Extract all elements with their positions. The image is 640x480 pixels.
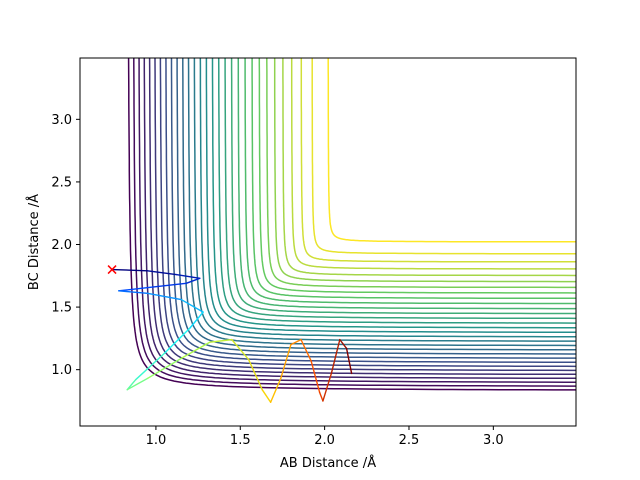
x-axis-label: AB Distance /Å bbox=[280, 455, 376, 471]
contour-line bbox=[237, 58, 576, 310]
trajectory-segment bbox=[185, 277, 201, 285]
contour-line bbox=[199, 58, 576, 338]
y-tick-label: 2.5 bbox=[51, 175, 72, 190]
contour-line bbox=[159, 58, 576, 368]
trajectory-segment bbox=[146, 270, 177, 276]
trajectory-segment bbox=[322, 372, 333, 402]
x-tick-label: 3.0 bbox=[483, 433, 504, 448]
trajectory-segment bbox=[118, 286, 154, 292]
trajectory-segment bbox=[151, 282, 187, 288]
contour-line bbox=[327, 58, 576, 243]
contour-line bbox=[217, 58, 576, 324]
contour-line bbox=[258, 58, 576, 294]
contour-line bbox=[311, 58, 576, 255]
contour-line bbox=[282, 58, 576, 277]
trajectory-segment bbox=[134, 352, 166, 381]
contour-line bbox=[138, 58, 576, 383]
x-tick-label: 1.0 bbox=[146, 433, 167, 448]
x-tick-label: 2.0 bbox=[314, 433, 335, 448]
trajectory-segment bbox=[269, 377, 282, 403]
trajectory-segment bbox=[146, 292, 182, 301]
trajectory-segment bbox=[180, 298, 204, 313]
trajectory-segment bbox=[300, 338, 312, 362]
trajectory-segment bbox=[163, 327, 191, 355]
contour-line bbox=[251, 58, 576, 300]
y-axis-label: BC Distance /Å bbox=[26, 194, 42, 290]
trajectory-segment bbox=[261, 389, 272, 403]
x-tick-label: 1.5 bbox=[230, 433, 251, 448]
contour-lines bbox=[127, 58, 576, 391]
contour-line bbox=[182, 58, 576, 351]
trajectory-segment bbox=[209, 338, 233, 343]
contour-line bbox=[224, 58, 576, 320]
trajectory-segment bbox=[175, 273, 201, 279]
trajectory-segment bbox=[126, 378, 137, 391]
y-tick-label: 1.0 bbox=[51, 363, 72, 378]
start-marker bbox=[107, 265, 117, 275]
trajectory-segment bbox=[126, 377, 149, 391]
trajectory-segment bbox=[146, 357, 182, 380]
trajectory-segment bbox=[345, 347, 353, 375]
trajectory-segment bbox=[339, 338, 348, 350]
trajectory-segment bbox=[330, 338, 341, 375]
y-axis-ticks: 1.0 1.5 2.0 2.5 3.0 bbox=[51, 113, 80, 378]
contour-line bbox=[193, 58, 576, 342]
trajectory-segment bbox=[118, 290, 149, 295]
trajectory-segment bbox=[188, 311, 204, 330]
trajectory-segment bbox=[290, 338, 302, 346]
contour-line bbox=[165, 58, 576, 364]
x-tick-label: 2.5 bbox=[399, 433, 420, 448]
contour-line bbox=[273, 58, 576, 283]
contour-line bbox=[133, 58, 576, 387]
y-tick-label: 1.5 bbox=[51, 301, 72, 316]
contour-line bbox=[148, 58, 576, 376]
trajectory-segment bbox=[280, 343, 292, 380]
trajectory-segment bbox=[318, 391, 324, 402]
contour-line bbox=[266, 58, 576, 289]
contour-line bbox=[187, 58, 576, 347]
x-axis-ticks: 1.0 1.5 2.0 2.5 3.0 bbox=[146, 426, 504, 448]
contour-line bbox=[127, 58, 576, 391]
contour-line bbox=[230, 58, 576, 315]
contour-line bbox=[170, 58, 576, 359]
y-tick-label: 2.0 bbox=[51, 238, 72, 253]
trajectory-segment bbox=[180, 341, 211, 360]
contour-line bbox=[176, 58, 576, 355]
contour-line bbox=[154, 58, 576, 372]
contour-line bbox=[143, 58, 576, 380]
contour-line bbox=[205, 58, 576, 333]
trajectory-segment bbox=[111, 268, 149, 272]
trajectory-segment bbox=[248, 358, 263, 391]
contour-line bbox=[244, 58, 576, 305]
trajectory-segment bbox=[310, 360, 321, 393]
trajectory-path bbox=[111, 268, 353, 403]
start-marker-stroke bbox=[107, 265, 117, 275]
y-tick-label: 3.0 bbox=[51, 113, 72, 128]
trajectory-segment bbox=[231, 338, 250, 361]
plot-frame bbox=[79, 57, 577, 427]
contour-line bbox=[211, 58, 576, 329]
contour-line bbox=[290, 58, 576, 270]
contour-line bbox=[300, 58, 576, 263]
